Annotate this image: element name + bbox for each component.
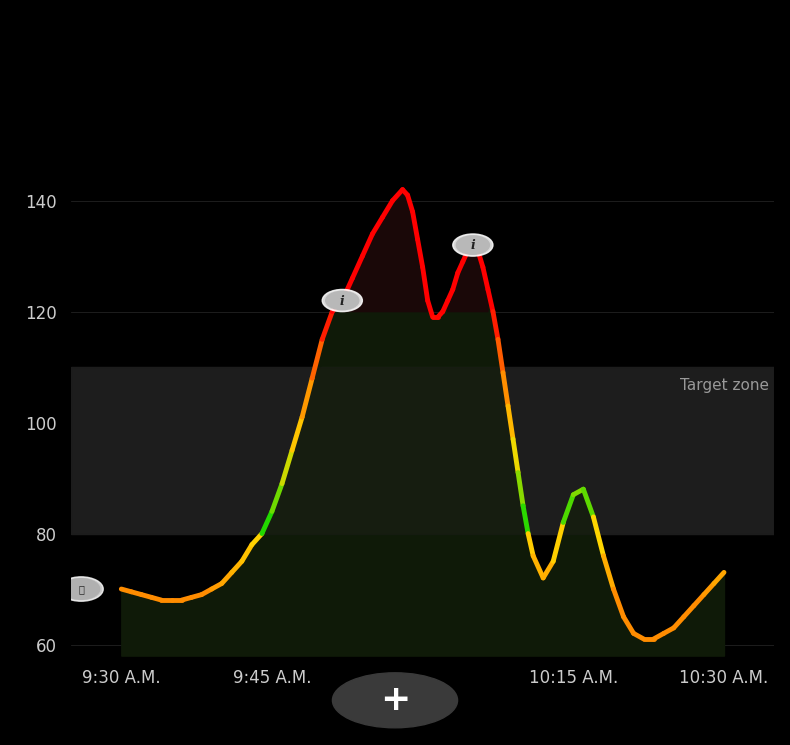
Bar (71, 367, 774, 533)
Circle shape (59, 577, 103, 601)
Text: i: i (340, 294, 344, 308)
Circle shape (457, 236, 490, 254)
Text: Target zone: Target zone (680, 378, 769, 393)
Ellipse shape (333, 673, 457, 728)
Text: i: i (471, 239, 476, 252)
Text: ⏸: ⏸ (78, 584, 84, 594)
Circle shape (325, 291, 359, 310)
Circle shape (322, 290, 363, 311)
Text: +: + (380, 683, 410, 717)
Circle shape (453, 234, 493, 256)
Circle shape (62, 579, 100, 599)
Bar (71, 367, 774, 533)
